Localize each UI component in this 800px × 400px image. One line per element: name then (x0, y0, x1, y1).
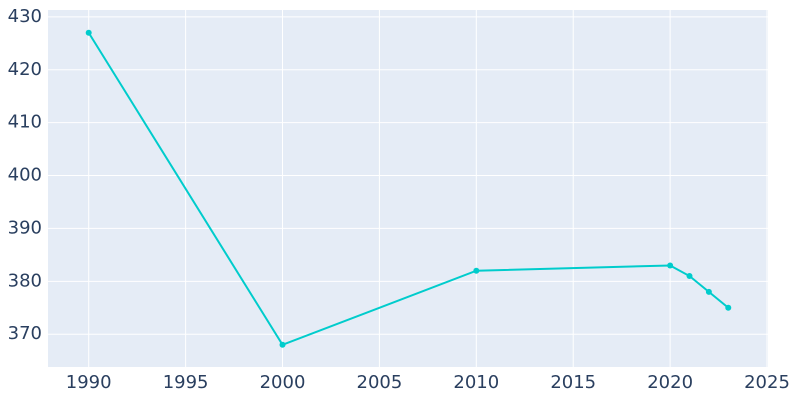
y-tick-label: 370 (8, 323, 42, 344)
x-tick-label: 2015 (550, 372, 596, 393)
marker (667, 262, 674, 269)
marker (473, 267, 480, 274)
marker (279, 341, 286, 348)
x-tick-label: 2020 (647, 372, 693, 393)
plot-area (48, 10, 768, 367)
x-tick-label: 2005 (357, 372, 403, 393)
x-tick-label: 2000 (260, 372, 306, 393)
y-tick-label: 430 (8, 6, 42, 27)
x-tick-label: 1995 (163, 372, 209, 393)
x-tick-label: 1990 (66, 372, 112, 393)
marker (686, 273, 693, 280)
marker (705, 288, 712, 295)
marker (725, 304, 732, 311)
y-tick-label: 380 (8, 270, 42, 291)
marker (85, 29, 92, 36)
y-tick-label: 410 (8, 112, 42, 133)
x-tick-label: 2010 (453, 372, 499, 393)
x-tick-label: 2025 (744, 372, 790, 393)
y-tick-label: 400 (8, 165, 42, 186)
y-tick-label: 420 (8, 59, 42, 80)
y-tick-label: 390 (8, 217, 42, 238)
